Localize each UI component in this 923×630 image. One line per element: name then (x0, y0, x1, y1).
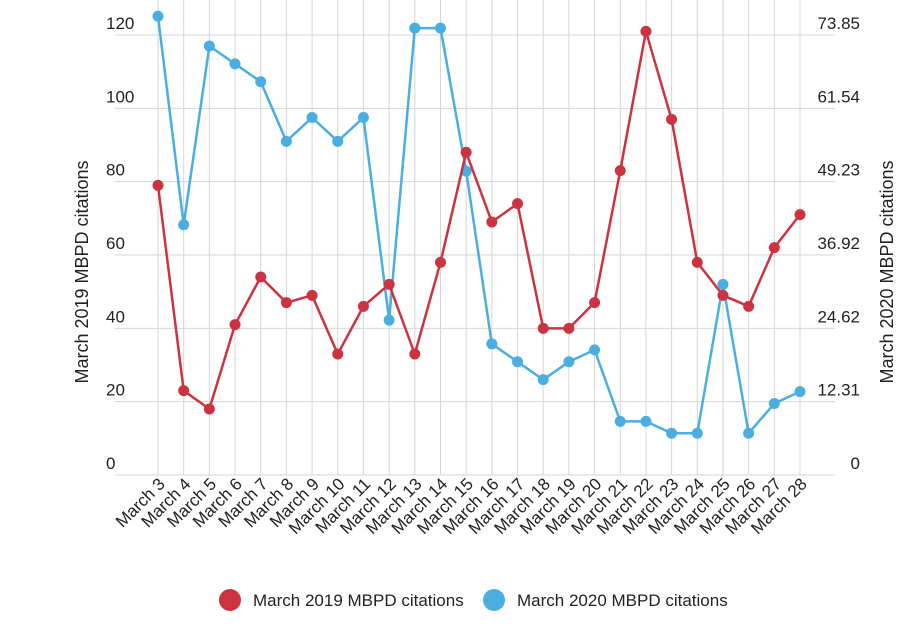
data-point (589, 297, 601, 309)
right-axis-title: March 2020 MBPD citations (877, 160, 897, 383)
data-point (229, 58, 241, 70)
data-point (691, 427, 703, 439)
left-tick-label: 80 (106, 161, 125, 180)
data-point (563, 356, 575, 368)
data-point (332, 348, 344, 360)
data-point (152, 10, 164, 22)
data-point (383, 314, 395, 326)
data-point (512, 198, 524, 210)
data-point (383, 278, 395, 290)
data-point (537, 322, 549, 334)
data-point (743, 427, 755, 439)
left-axis-title: March 2019 MBPD citations (72, 160, 92, 383)
data-point (794, 386, 806, 398)
data-point (229, 319, 241, 331)
data-point (203, 403, 215, 415)
data-point (743, 300, 755, 312)
data-point (460, 146, 472, 158)
right-tick-label: 49.23 (817, 161, 860, 180)
data-point (512, 356, 524, 368)
series-2019 (152, 25, 806, 415)
left-tick-label: 120 (106, 14, 134, 33)
data-point (666, 427, 678, 439)
data-point (178, 385, 190, 397)
data-point (666, 113, 678, 125)
data-point (717, 278, 729, 290)
right-tick-label: 36.92 (817, 234, 860, 253)
data-point (640, 415, 652, 427)
legend-item-2019[interactable]: March 2019 MBPD citations (219, 589, 464, 611)
right-tick-label: 61.54 (817, 87, 860, 106)
data-point (691, 256, 703, 268)
data-point (614, 165, 626, 177)
right-tick-label: 12.31 (817, 381, 860, 400)
data-point (768, 398, 780, 410)
left-y-axis: 0 20 40 60 80 100 120 (106, 14, 134, 473)
data-point (434, 22, 446, 34)
series-line (156, 16, 801, 435)
data-point (280, 297, 292, 309)
right-tick-label: 0 (851, 454, 860, 473)
series-line (156, 30, 801, 411)
data-point (332, 135, 344, 147)
data-point (409, 348, 421, 360)
legend-item-2020[interactable]: March 2020 MBPD citations (483, 589, 728, 611)
data-point (255, 76, 267, 88)
data-point (357, 300, 369, 312)
data-point (203, 40, 215, 52)
data-point (306, 289, 318, 301)
data-point (537, 374, 549, 386)
data-point (640, 25, 652, 37)
data-point (486, 338, 498, 350)
legend: March 2019 MBPD citations March 2020 MBP… (219, 589, 728, 611)
left-tick-label: 60 (106, 234, 125, 253)
data-point (178, 219, 190, 231)
data-point (563, 322, 575, 334)
left-tick-label: 20 (106, 381, 125, 400)
data-point (280, 135, 292, 147)
data-point (152, 179, 164, 191)
series-layer (152, 10, 806, 439)
data-point (434, 256, 446, 268)
right-tick-label: 24.62 (817, 307, 860, 326)
left-tick-label: 40 (106, 307, 125, 326)
data-point (768, 242, 780, 254)
left-tick-label: 0 (106, 454, 115, 473)
data-point (614, 415, 626, 427)
right-y-axis: 0 12.31 24.62 36.92 49.23 61.54 73.85 (817, 14, 860, 473)
data-point (589, 344, 601, 356)
left-tick-label: 100 (106, 87, 134, 106)
data-point (306, 112, 318, 124)
data-point (357, 112, 369, 124)
legend-label-2019: March 2019 MBPD citations (253, 591, 464, 610)
legend-swatch-2019 (219, 589, 241, 611)
data-point (255, 271, 267, 283)
data-point (717, 289, 729, 301)
data-point (409, 22, 421, 34)
data-point (486, 216, 498, 228)
legend-swatch-2020 (483, 589, 505, 611)
series-2020 (152, 10, 806, 439)
data-point (794, 209, 806, 221)
legend-label-2020: March 2020 MBPD citations (517, 591, 728, 610)
right-tick-label: 73.85 (817, 14, 860, 33)
